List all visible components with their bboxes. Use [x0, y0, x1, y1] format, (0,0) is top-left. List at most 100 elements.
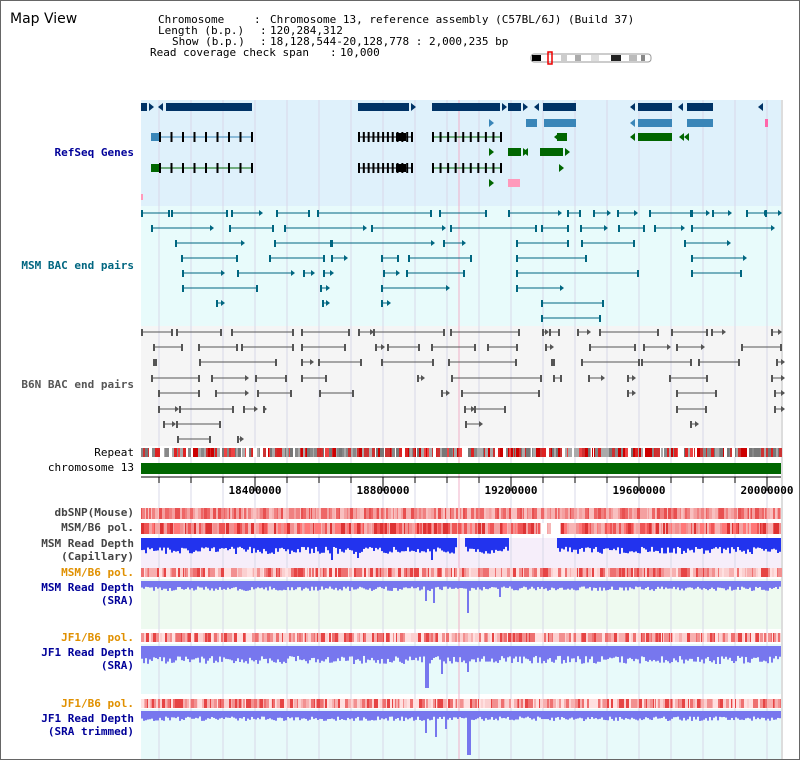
- msm-pol-cell: [197, 523, 199, 534]
- jf1-pol2-cell: [419, 699, 422, 708]
- jf1-depth-sra-bar: [775, 646, 777, 657]
- msm-depth-cap-bar: [345, 538, 347, 550]
- msm-pol-cell: [612, 523, 613, 534]
- repeat-block: [282, 448, 285, 457]
- jf1-pol2-cell: [553, 699, 556, 708]
- msm-pol-cell: [268, 523, 271, 534]
- repeat-block: [681, 448, 683, 457]
- msm-pol-cell: [694, 523, 696, 534]
- msm-depth-cap-bar: [639, 538, 641, 554]
- dbsnp-cell: [363, 508, 364, 519]
- msm-depth-sra-bar: [209, 581, 211, 591]
- b6n-bac-pair-arrow: [381, 344, 385, 350]
- jf1-depth-trim-bar: [441, 711, 443, 720]
- b6n-bac-pair-end: [698, 359, 700, 366]
- msm-depth-cap-bar: [657, 538, 659, 552]
- msm-bac-pair-end: [516, 270, 518, 277]
- jf1-depth-sra-bar: [199, 646, 201, 663]
- chromosome-ideogram[interactable]: [530, 51, 652, 65]
- repeat-track[interactable]: [141, 448, 782, 457]
- b6n-bac-pair-arrow: [446, 390, 450, 396]
- msm-depth-sra-bar: [227, 581, 229, 588]
- jf1-depth-sra-bar: [379, 646, 381, 664]
- msm-pol2-cell: [510, 568, 513, 577]
- jf1-pol-cell: [378, 633, 381, 642]
- repeat-block: [615, 448, 618, 457]
- jf1-depth-trim-bar: [229, 711, 231, 718]
- msm-pol-cell: [760, 523, 761, 534]
- msm-depth-sra-label-2: (SRA): [100, 594, 134, 607]
- msm-depth-cap-bar: [229, 538, 231, 550]
- msm-pol-cell: [422, 523, 423, 534]
- msm-depth-sra-bar: [181, 581, 183, 589]
- jf1-pol2-cell: [316, 699, 317, 708]
- msm-depth-cap-bar: [217, 538, 219, 552]
- dbsnp-cell: [627, 508, 628, 519]
- msm-pol2-cell: [627, 568, 628, 577]
- msm-pol-cell: [621, 523, 624, 534]
- msm-depth-cap-bar: [763, 538, 765, 551]
- repeat-block: [549, 448, 551, 457]
- repeat-block: [148, 448, 149, 457]
- jf1-pol2-cell: [479, 699, 481, 708]
- msm-pol-cell: [547, 523, 548, 534]
- b6n-bac-track[interactable]: [141, 329, 785, 443]
- msm-depth-cap-bar: [235, 538, 237, 554]
- gene-exon: [372, 132, 375, 142]
- repeat-block: [545, 448, 546, 457]
- jf1-depth-trim-bar: [515, 711, 517, 720]
- msm-pol-cell: [297, 523, 300, 534]
- jf1-pol-cell: [372, 633, 374, 642]
- msm-bac-pair-end: [236, 255, 238, 262]
- jf1-depth-trim-bar: [409, 711, 411, 719]
- jf1-pol2-cell: [428, 699, 429, 708]
- jf1-pol2-cell: [329, 699, 332, 708]
- refseq-genes-track[interactable]: [141, 103, 768, 200]
- jf1-depth-trim-bar: [581, 711, 583, 719]
- dbsnp-cell: [470, 508, 471, 519]
- msm-pol-cell: [267, 523, 268, 534]
- msm-pol-cell: [554, 523, 556, 534]
- jf1-pol2-cell: [587, 699, 589, 708]
- msm-bac-pair-end: [272, 225, 274, 232]
- msm-bac-pair-end: [323, 255, 325, 262]
- dbsnp-cell: [356, 508, 357, 519]
- jf1-pol-cell: [773, 633, 774, 642]
- msm-bac-pair-end: [269, 255, 271, 262]
- msm-pol-cell: [709, 523, 711, 534]
- msm-pol2-cell: [416, 568, 419, 577]
- msm-depth-sra-bar: [223, 581, 225, 589]
- repeat-block: [606, 448, 609, 457]
- jf1-depth-sra-bar: [271, 646, 273, 661]
- msm-bac-track[interactable]: [141, 210, 782, 322]
- jf1-pol-cell: [652, 633, 655, 642]
- msm-pol2-cell: [364, 568, 366, 577]
- jf1-pol2-cell: [639, 699, 642, 708]
- msm-pol2-cell: [311, 568, 312, 577]
- dbsnp-cell: [744, 508, 747, 519]
- jf1-depth-sra-bar: [297, 646, 299, 656]
- msm-depth-sra-bar: [229, 581, 231, 590]
- jf1-pol2-cell: [294, 699, 297, 708]
- msm-depth-cap-bar: [507, 538, 509, 551]
- dbsnp-cell: [471, 508, 474, 519]
- msm-depth-sra-bar: [205, 581, 207, 587]
- jf1-depth-trim-bar: [253, 711, 255, 719]
- jf1-depth-sra-bar: [357, 646, 359, 660]
- msm-pol-cell: [209, 523, 212, 534]
- jf1-pol2-cell: [280, 699, 282, 708]
- msm-depth-cap-bar: [293, 538, 295, 553]
- msm-depth-cap-bar: [309, 538, 311, 554]
- jf1-pol2-cell: [398, 699, 399, 708]
- msm-depth-cap-bar: [287, 538, 289, 550]
- jf1-pol-cell: [311, 633, 314, 642]
- msm-bac-pair-end: [637, 270, 639, 277]
- msm-pol2-cell: [451, 568, 452, 577]
- jf1-pol-cell: [286, 633, 289, 642]
- jf1-depth-sra-bar: [257, 646, 259, 664]
- chromosome-bar[interactable]: [141, 463, 781, 474]
- jf1-depth-sra-bar: [687, 646, 689, 661]
- b6n-bac-track-bg: [141, 326, 781, 446]
- jf1-depth-sra-bar: [435, 646, 437, 658]
